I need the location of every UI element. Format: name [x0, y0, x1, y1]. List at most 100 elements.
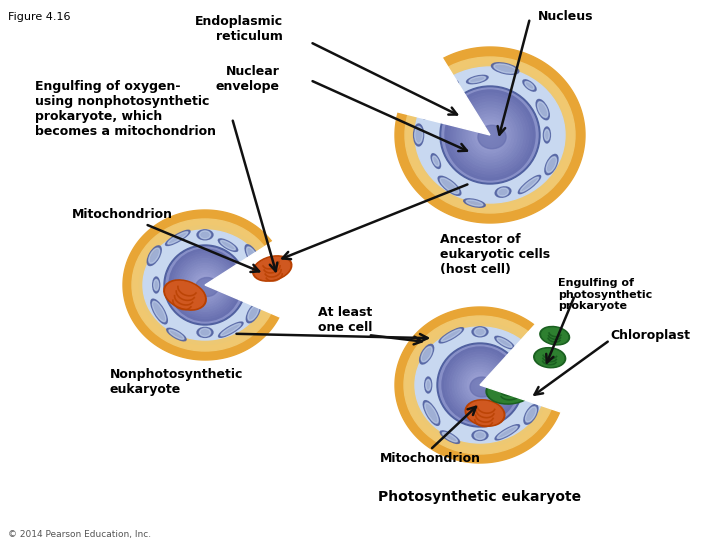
Ellipse shape: [186, 266, 224, 304]
Ellipse shape: [415, 126, 423, 144]
Ellipse shape: [149, 248, 160, 264]
Ellipse shape: [472, 377, 487, 393]
Ellipse shape: [248, 280, 253, 291]
Ellipse shape: [472, 378, 487, 392]
Polygon shape: [395, 47, 585, 223]
Ellipse shape: [545, 154, 558, 175]
Ellipse shape: [467, 401, 503, 425]
Ellipse shape: [434, 343, 526, 427]
Ellipse shape: [465, 370, 495, 400]
Ellipse shape: [477, 382, 482, 388]
Ellipse shape: [467, 75, 488, 84]
Text: Mitochondrion: Mitochondrion: [72, 208, 173, 221]
Ellipse shape: [442, 350, 518, 420]
Ellipse shape: [168, 232, 188, 244]
Ellipse shape: [472, 327, 488, 337]
Ellipse shape: [544, 130, 549, 140]
Ellipse shape: [457, 362, 503, 408]
Ellipse shape: [463, 108, 517, 162]
Ellipse shape: [163, 280, 206, 310]
Ellipse shape: [495, 424, 520, 440]
Ellipse shape: [199, 231, 210, 239]
Ellipse shape: [457, 364, 503, 406]
Ellipse shape: [139, 226, 271, 345]
Ellipse shape: [246, 303, 261, 323]
Ellipse shape: [253, 256, 292, 281]
Ellipse shape: [495, 187, 511, 197]
Ellipse shape: [487, 132, 493, 138]
Ellipse shape: [166, 230, 190, 246]
Ellipse shape: [494, 64, 516, 73]
Ellipse shape: [421, 347, 432, 362]
Text: Engulfing of
photosynthetic
prokaryote: Engulfing of photosynthetic prokaryote: [558, 278, 652, 311]
Text: © 2014 Pearson Education, Inc.: © 2014 Pearson Education, Inc.: [8, 530, 151, 539]
Ellipse shape: [169, 330, 184, 339]
Ellipse shape: [469, 77, 486, 83]
Ellipse shape: [439, 328, 464, 343]
Ellipse shape: [202, 282, 207, 287]
Ellipse shape: [446, 82, 456, 91]
Ellipse shape: [176, 256, 234, 314]
Ellipse shape: [474, 431, 485, 440]
Ellipse shape: [538, 102, 548, 118]
Ellipse shape: [470, 377, 494, 397]
Ellipse shape: [425, 377, 432, 393]
Ellipse shape: [245, 245, 261, 269]
Ellipse shape: [221, 323, 240, 336]
Ellipse shape: [482, 127, 498, 143]
Ellipse shape: [198, 279, 212, 292]
Ellipse shape: [456, 104, 524, 166]
Text: Nuclear
envelope: Nuclear envelope: [216, 65, 280, 93]
Ellipse shape: [427, 337, 534, 433]
Ellipse shape: [542, 328, 567, 343]
Text: Endoplasmic
reticulum: Endoplasmic reticulum: [195, 15, 283, 43]
Ellipse shape: [495, 336, 514, 349]
Ellipse shape: [422, 72, 558, 198]
Ellipse shape: [425, 403, 438, 423]
Ellipse shape: [469, 114, 511, 156]
Ellipse shape: [405, 57, 575, 213]
Ellipse shape: [413, 65, 567, 205]
Ellipse shape: [452, 357, 508, 413]
Text: Mitochondrion: Mitochondrion: [380, 452, 481, 465]
Ellipse shape: [454, 360, 505, 410]
Ellipse shape: [472, 117, 508, 153]
Ellipse shape: [199, 328, 210, 336]
Ellipse shape: [188, 268, 222, 302]
Ellipse shape: [523, 343, 539, 368]
Ellipse shape: [143, 230, 267, 340]
Ellipse shape: [525, 82, 534, 90]
Ellipse shape: [465, 400, 505, 426]
Ellipse shape: [472, 430, 488, 441]
Ellipse shape: [161, 245, 249, 325]
Ellipse shape: [440, 86, 540, 184]
Ellipse shape: [423, 93, 437, 119]
Polygon shape: [205, 240, 290, 318]
Ellipse shape: [462, 367, 498, 403]
Ellipse shape: [478, 123, 502, 147]
Ellipse shape: [448, 96, 533, 174]
Ellipse shape: [220, 240, 235, 250]
Ellipse shape: [195, 275, 215, 295]
Ellipse shape: [190, 272, 220, 298]
Ellipse shape: [164, 245, 246, 325]
Ellipse shape: [488, 377, 532, 403]
Ellipse shape: [219, 322, 243, 338]
Ellipse shape: [148, 246, 161, 266]
Ellipse shape: [437, 343, 523, 427]
Ellipse shape: [200, 280, 210, 290]
Ellipse shape: [478, 125, 506, 148]
Ellipse shape: [444, 349, 516, 421]
Text: At least
one cell: At least one cell: [318, 306, 372, 334]
Text: Ancestor of
eukaryotic cells
(host cell): Ancestor of eukaryotic cells (host cell): [440, 233, 550, 276]
Ellipse shape: [442, 88, 538, 182]
Ellipse shape: [166, 247, 244, 323]
Ellipse shape: [167, 328, 186, 341]
Ellipse shape: [440, 431, 459, 443]
Ellipse shape: [498, 426, 518, 438]
Ellipse shape: [153, 277, 160, 293]
Ellipse shape: [475, 120, 505, 150]
Ellipse shape: [196, 278, 218, 296]
Ellipse shape: [420, 345, 433, 364]
Ellipse shape: [451, 96, 529, 174]
